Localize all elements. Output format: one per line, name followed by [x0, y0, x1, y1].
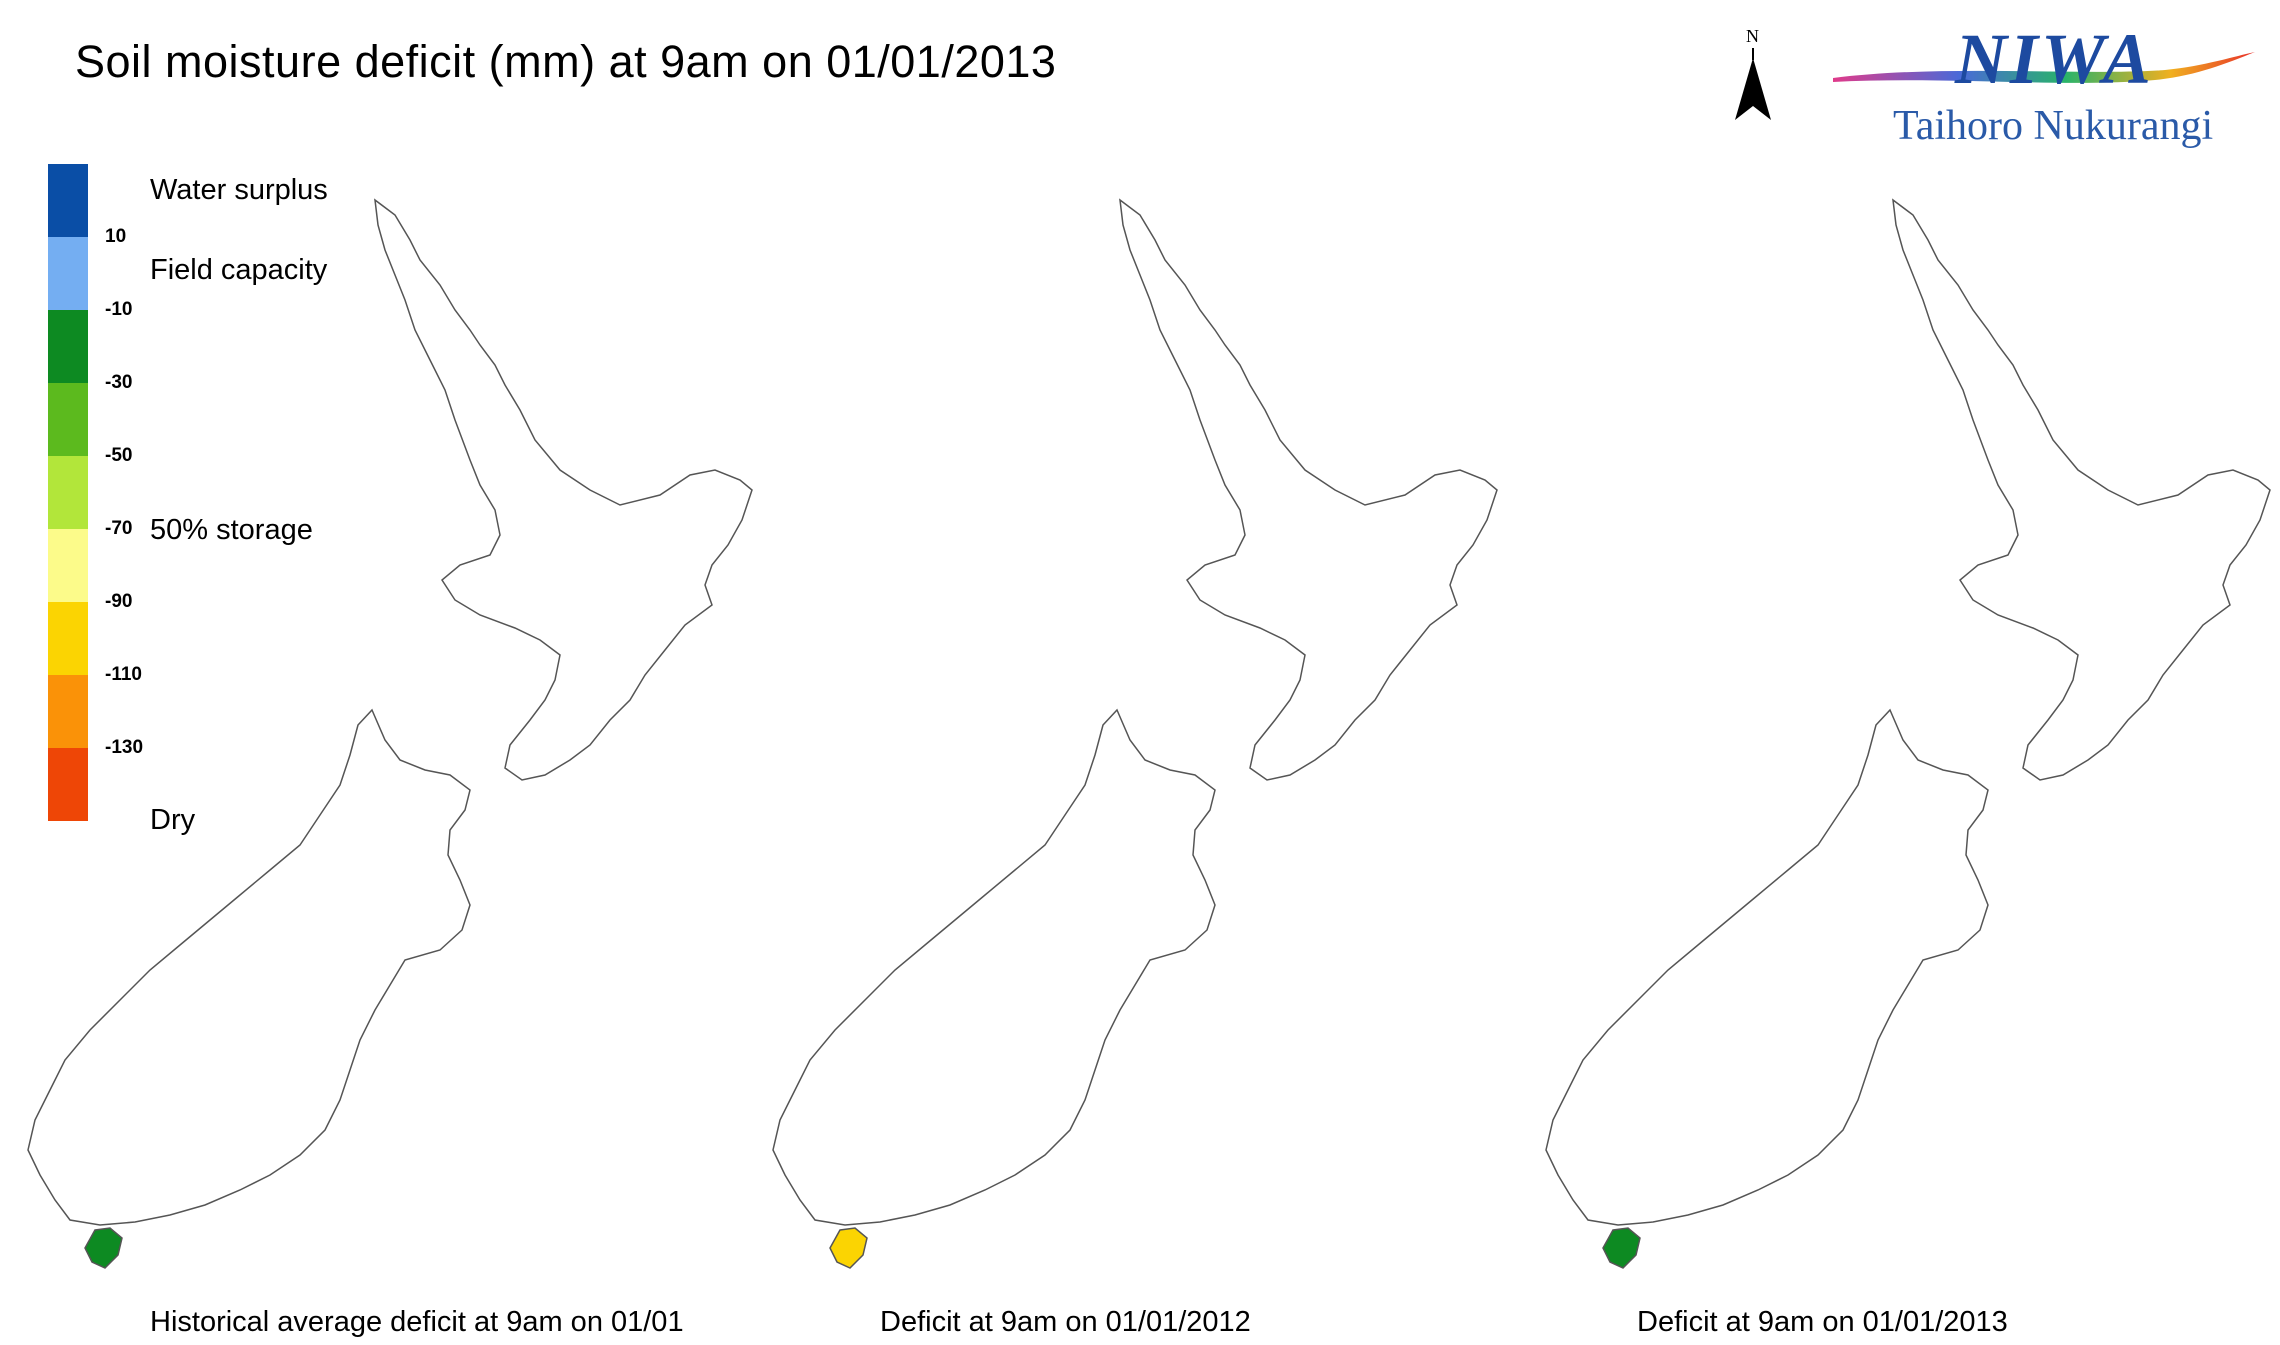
legend-label-field-capacity: Field capacity	[150, 254, 328, 286]
legend-label-dry: Dry	[150, 804, 196, 836]
legend-tick: 10	[105, 226, 127, 247]
legend-swatch-minus10	[48, 310, 88, 383]
niwa-logo-name: NIWA	[1955, 19, 2154, 99]
legend-label-half-storage: 50% storage	[150, 514, 313, 546]
map-caption-2012: Deficit at 9am on 01/01/2012	[880, 1306, 1251, 1338]
map-caption-2013: Deficit at 9am on 01/01/2013	[1637, 1306, 2008, 1338]
legend-swatch-dry	[48, 748, 88, 821]
map-2012	[772, 199, 1498, 1269]
legend-swatch-field-capacity	[48, 237, 88, 310]
legend-tick: -50	[105, 445, 133, 466]
legend-swatch-surplus	[48, 164, 88, 237]
legend-swatch-minus90	[48, 602, 88, 675]
niwa-swoosh-icon	[1833, 52, 2255, 83]
north-label: N	[1746, 26, 1759, 46]
legend-swatch-minus50	[48, 456, 88, 529]
legend-tick: -70	[105, 518, 133, 539]
legend-swatch-minus70	[48, 529, 88, 602]
legend-swatch-minus110	[48, 675, 88, 748]
legend-tick: -110	[105, 664, 142, 685]
map-caption-historical: Historical average deficit at 9am on 01/…	[150, 1306, 684, 1338]
map-2013	[1545, 199, 2271, 1269]
niwa-logo-subtitle: Taihoro Nukurangi	[1893, 103, 2214, 149]
map-historical-average	[27, 199, 753, 1269]
legend-label-surplus: Water surplus	[150, 174, 328, 206]
niwa-logo: NIWA Taihoro Nukurangi	[1825, 16, 2265, 156]
north-arrow-icon	[1735, 48, 1771, 120]
legend: 10 -10 -30 -50 -70 -90 -110 -130 Water s…	[48, 164, 408, 844]
legend-tick: -130	[105, 737, 144, 758]
legend-tick: -10	[105, 299, 133, 320]
legend-tick: -30	[105, 372, 133, 393]
map-title: Soil moisture deficit (mm) at 9am on 01/…	[75, 36, 1057, 87]
legend-tick: -90	[105, 591, 133, 612]
legend-swatch-minus30	[48, 383, 88, 456]
north-arrow: N	[1730, 26, 1780, 126]
